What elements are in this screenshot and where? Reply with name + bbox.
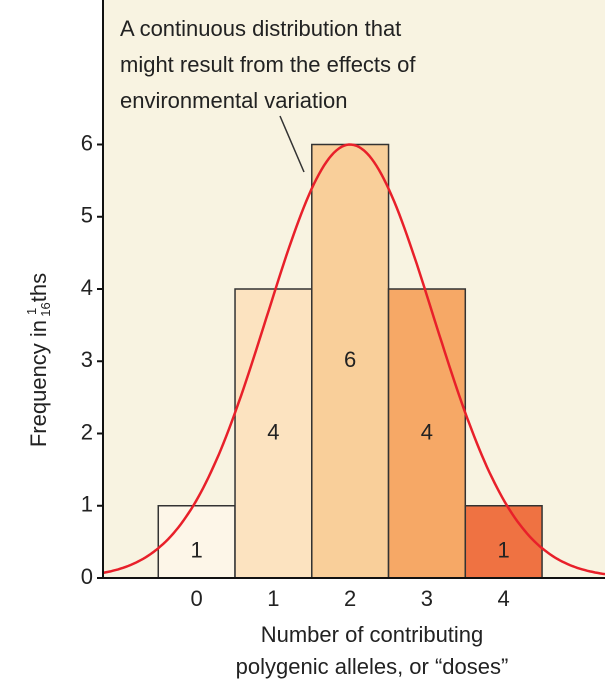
data-label: 4	[267, 419, 279, 444]
annotation-line: environmental variation	[120, 88, 347, 113]
x-axis-label: Number of contributing	[261, 622, 484, 647]
x-axis-label: polygenic alleles, or “doses”	[236, 654, 509, 679]
y-tick-label: 3	[81, 347, 93, 372]
data-label: 4	[421, 419, 433, 444]
annotation-line: might result from the effects of	[120, 52, 416, 77]
x-tick-label: 3	[421, 586, 433, 611]
annotation-line: A continuous distribution that	[120, 16, 401, 41]
annotation: A continuous distribution that might resu…	[120, 16, 416, 113]
data-label: 1	[498, 538, 510, 563]
data-label: 6	[344, 347, 356, 372]
x-tick-label: 4	[498, 586, 510, 611]
y-label-text: Frequency in	[26, 320, 51, 447]
y-tick-label: 0	[81, 564, 93, 589]
bar	[311, 143, 390, 579]
x-tick-label: 1	[267, 586, 279, 611]
y-tick-label: 5	[81, 203, 93, 228]
bar	[234, 288, 313, 579]
y-tick-label: 1	[81, 492, 93, 517]
y-axis-label: Frequency in 116ths	[24, 273, 53, 447]
y-label-numerator: 1	[24, 308, 39, 315]
y-tick-label: 4	[81, 275, 93, 300]
y-label-suffix: ths	[26, 273, 51, 302]
leader-line	[279, 115, 305, 173]
distribution-curve	[102, 143, 605, 576]
x-tick-label: 0	[191, 586, 203, 611]
y-label-denominator: 16	[38, 302, 53, 316]
y-tick-label: 2	[81, 419, 93, 444]
bar	[464, 505, 543, 579]
y-tick-label: 6	[81, 130, 93, 155]
x-tick-label: 2	[344, 586, 356, 611]
data-label: 1	[191, 538, 203, 563]
